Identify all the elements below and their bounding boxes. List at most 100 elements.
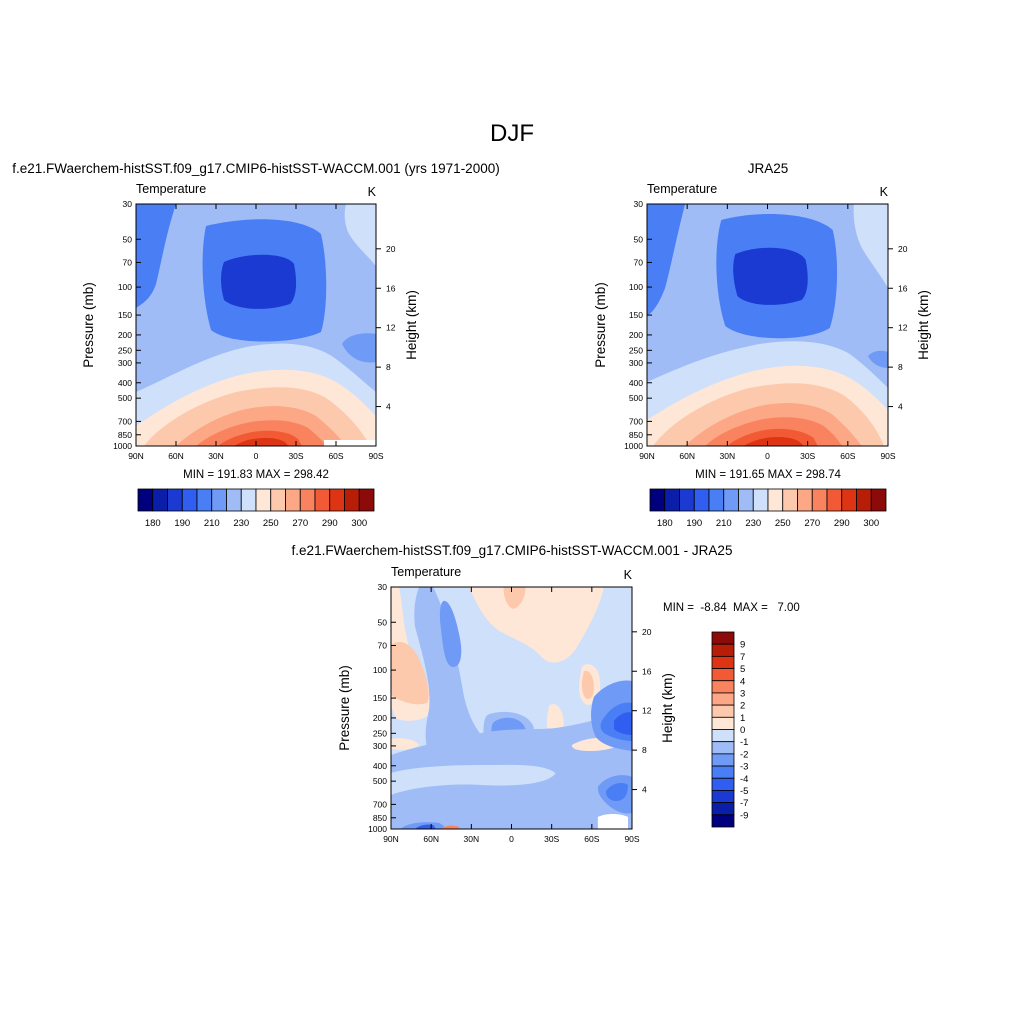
panel-diff-right-axis: 4 8 12 16 20 [632, 627, 652, 795]
colorbar-label: 230 [745, 518, 761, 529]
colorbar-label: -4 [740, 774, 748, 785]
colorbar-swatch [711, 655, 735, 669]
panel-model-units: K [368, 185, 377, 199]
x-tick-label: 0 [765, 451, 770, 461]
colorbar-label: 270 [804, 518, 820, 529]
x-tick-label: 90S [368, 451, 383, 461]
height-tick-label: 8 [642, 745, 647, 755]
y-tick-label: 500 [118, 393, 132, 403]
height-tick-label: 12 [898, 323, 908, 333]
colorbar-label: 180 [657, 518, 673, 529]
x-tick-label: 90S [880, 451, 895, 461]
y-tick-label: 700 [629, 416, 643, 426]
colorbar-swatch [811, 488, 828, 512]
x-tick-label: 60N [679, 451, 695, 461]
colorbar-swatch [240, 488, 257, 512]
y-tick-label: 150 [629, 310, 643, 320]
x-tick-label: 60S [584, 834, 599, 844]
colorbar-swatch [711, 692, 735, 706]
panel-obs-bottom-axis: 90N 60N 30N 0 30S 60S 90S [639, 441, 896, 461]
colorbar-label: 5 [740, 664, 745, 675]
y-tick-label: 850 [118, 430, 132, 440]
colorbar-label: 190 [686, 518, 702, 529]
colorbar-swatch [270, 488, 286, 512]
panel-diff-field [391, 587, 632, 829]
height-tick-label: 16 [386, 283, 396, 293]
y-tick-label: 70 [378, 640, 388, 650]
x-tick-label: 60S [840, 451, 855, 461]
x-tick-label: 30S [288, 451, 303, 461]
height-tick-label: 16 [642, 666, 652, 676]
panel-model-ylabel: Pressure (mb) [81, 282, 96, 368]
y-tick-label: 300 [373, 741, 387, 751]
colorbar-swatch [679, 488, 695, 512]
panel-model: f.e21.FWaerchem-histSST.f09_g17.CMIP6-hi… [12, 161, 499, 529]
y-tick-label: 850 [373, 813, 387, 823]
colorbar-swatch [841, 488, 857, 512]
colorbar-swatch [152, 488, 168, 512]
y-tick-label: 50 [123, 234, 133, 244]
colorbar-swatch [181, 488, 198, 512]
y-tick-label: 400 [629, 378, 643, 388]
panel-model-right-axis: 4 8 12 16 20 [376, 244, 396, 412]
height-tick-label: 8 [898, 362, 903, 372]
colorbar-label: 190 [174, 518, 190, 529]
height-tick-label: 4 [898, 402, 903, 412]
height-tick-label: 20 [898, 244, 908, 254]
colorbar-label: 0 [740, 725, 745, 736]
colorbar-swatch [711, 716, 735, 730]
colorbar-label: 210 [716, 518, 732, 529]
panel-diff-heading: f.e21.FWaerchem-histSST.f09_g17.CMIP6-hi… [292, 543, 733, 558]
x-tick-label: 90S [624, 834, 639, 844]
y-tick-label: 250 [118, 345, 132, 355]
x-tick-label: 30N [464, 834, 480, 844]
colorbar-swatch [314, 488, 331, 512]
colorbar-label: 1 [740, 713, 745, 724]
colorbar-swatch [708, 488, 725, 512]
colorbar-label: 250 [775, 518, 791, 529]
panel-obs-units: K [880, 185, 889, 199]
panel-obs-ylabel: Pressure (mb) [593, 282, 608, 368]
y-tick-label: 30 [123, 199, 133, 209]
x-tick-label: 90N [383, 834, 399, 844]
colorbar-swatch [711, 680, 735, 694]
panel-diff-stats: MIN = -8.84 MAX = 7.00 [663, 602, 800, 614]
x-tick-label: 60N [423, 834, 439, 844]
y-tick-label: 1000 [113, 441, 132, 451]
panel-model-colorbar [137, 488, 375, 512]
colorbar-swatch [856, 488, 872, 512]
colorbar-swatch [211, 488, 227, 512]
colorbar-swatch [711, 729, 735, 743]
colorbar-label: -3 [740, 762, 748, 773]
colorbar-swatch [649, 488, 666, 512]
colorbar-swatch [782, 488, 798, 512]
colorbar-label: -9 [740, 810, 748, 821]
panel-obs-ylabel-right: Height (km) [916, 290, 931, 360]
height-tick-label: 16 [898, 283, 908, 293]
height-tick-label: 4 [642, 785, 647, 795]
colorbar-swatch [752, 488, 769, 512]
x-tick-label: 30N [720, 451, 736, 461]
y-tick-label: 50 [634, 234, 644, 244]
colorbar-label: 2 [740, 701, 745, 712]
colorbar-swatch [738, 488, 754, 512]
panel-obs-right-axis: 4 8 12 16 20 [888, 244, 908, 412]
colorbar-swatch [329, 488, 345, 512]
colorbar-label: -1 [740, 737, 748, 748]
colorbar-swatch [711, 741, 735, 755]
colorbar-swatch [711, 790, 735, 804]
colorbar-swatch [711, 631, 735, 645]
x-tick-label: 30N [208, 451, 224, 461]
height-tick-label: 12 [642, 706, 652, 716]
y-tick-label: 30 [634, 199, 644, 209]
y-tick-label: 100 [629, 282, 643, 292]
panel-obs-heading: JRA25 [748, 161, 789, 176]
colorbar-swatch [711, 753, 735, 767]
x-tick-label: 90N [128, 451, 144, 461]
y-tick-label: 250 [629, 345, 643, 355]
panel-diff-variable: Temperature [391, 565, 461, 579]
y-tick-label: 500 [373, 776, 387, 786]
y-tick-label: 200 [118, 330, 132, 340]
height-tick-label: 4 [386, 402, 391, 412]
